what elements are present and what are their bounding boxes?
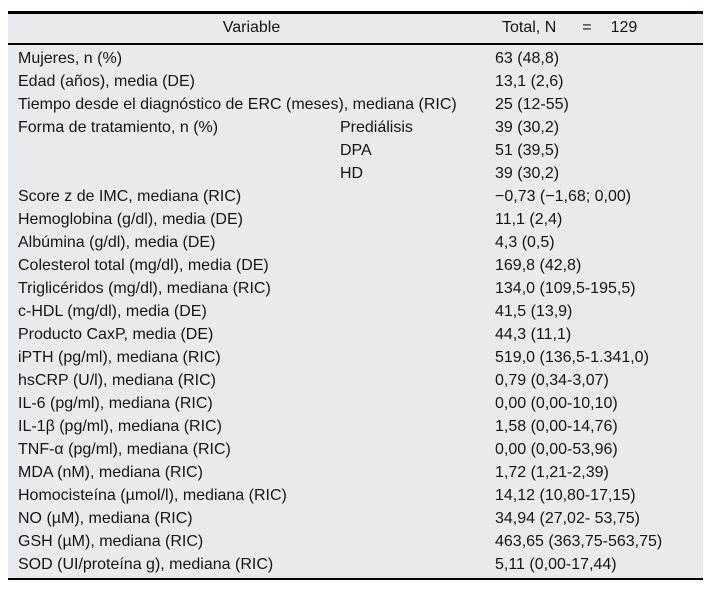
cell-variable: TNF-α (pg/ml), mediana (RIC) [18, 441, 231, 458]
table-row: Triglicéridos (mg/dl), mediana (RIC) 134,… [8, 277, 703, 300]
total-n-value: 129 [610, 19, 638, 36]
cell-value: 39 (30,2) [495, 165, 560, 182]
cell-variable: MDA (nM), mediana (RIC) [18, 464, 203, 481]
table-row: Colesterol total (mg/dl), media (DE) 169,… [8, 254, 703, 277]
cell-variable: Hemoglobina (g/dl), media (DE) [18, 211, 243, 228]
table-row: DPA 51 (39,5) [8, 139, 703, 162]
cell-variable: Edad (años), media (DE) [18, 73, 195, 90]
cell-variable: Tiempo desde el diagnóstico de ERC (mese… [18, 96, 457, 113]
clinical-characteristics-table: Variable Total, N = 129 Mujeres, n (%) 63… [8, 11, 703, 580]
table-row: IL-6 (pg/ml), mediana (RIC) 0,00 (0,00-10… [8, 392, 703, 415]
table-row: HD 39 (30,2) [8, 162, 703, 185]
table-row: TNF-α (pg/ml), mediana (RIC) 0,00 (0,00-5… [8, 438, 703, 461]
table-row: Edad (años), media (DE) 13,1 (2,6) [8, 70, 703, 93]
table-row: Homocisteína (µmol/l), mediana (RIC) 14,1… [8, 484, 703, 507]
cell-value: 5,11 (0,00-17,44) [495, 556, 617, 573]
cell-variable: Score z de IMC, mediana (RIC) [18, 188, 242, 205]
cell-value: 134,0 (109,5-195,5) [495, 280, 636, 297]
table-row: Producto CaxP, media (DE) 44,3 (11,1) [8, 323, 703, 346]
table-row: iPTH (pg/ml), mediana (RIC) 519,0 (136,5-… [8, 346, 703, 369]
cell-value: 13,1 (2,6) [495, 73, 564, 90]
cell-variable: Colesterol total (mg/dl), media (DE) [18, 257, 269, 274]
table-row: SOD (UI/proteína g), mediana (RIC) 5,11 (… [8, 553, 703, 576]
header-separator-rule [8, 42, 703, 45]
table-body: Mujeres, n (%) 63 (48,8) Edad (años), medi… [8, 45, 703, 578]
cell-variable: iPTH (pg/ml), mediana (RIC) [18, 349, 221, 366]
table-row: Tiempo desde el diagnóstico de ERC (mese… [8, 93, 703, 116]
equals-sign: = [582, 19, 592, 36]
cell-value: 1,58 (0,00-14,76) [495, 418, 618, 435]
cell-value: 25 (12-55) [495, 96, 569, 113]
cell-value: 463,65 (363,75-563,75) [495, 533, 663, 550]
cell-value: 39 (30,2) [495, 119, 560, 136]
cell-value: 14,12 (10,80-17,15) [495, 487, 636, 504]
total-label: Total, N [502, 19, 557, 36]
cell-treatment-subgroup: Prediálisis [340, 119, 413, 136]
cell-treatment-subgroup: HD [340, 165, 364, 182]
table-header-row: Variable Total, N = 129 [8, 13, 703, 43]
cell-value: 11,1 (2,4) [495, 211, 563, 228]
column-header-variable: Variable [222, 19, 281, 36]
cell-value: 51 (39,5) [495, 142, 560, 159]
cell-value: 1,72 (1,21-2,39) [495, 464, 609, 481]
cell-variable: Forma de tratamiento, n (%) [18, 119, 219, 136]
cell-value: 169,8 (42,8) [495, 257, 582, 274]
cell-variable: Producto CaxP, media (DE) [18, 326, 214, 343]
cell-variable: Homocisteína (µmol/l), mediana (RIC) [18, 487, 287, 504]
table-row: Albúmina (g/dl), media (DE) 4,3 (0,5) [8, 231, 703, 254]
table-row: Hemoglobina (g/dl), media (DE) 11,1 (2,4) [8, 208, 703, 231]
cell-variable: IL-6 (pg/ml), mediana (RIC) [18, 395, 213, 412]
cell-value: 0,00 (0,00-10,10) [495, 395, 618, 412]
cell-treatment-subgroup: DPA [340, 142, 372, 159]
cell-variable: Mujeres, n (%) [18, 50, 123, 67]
top-rule [8, 11, 703, 14]
column-header-total: Total, N = 129 [495, 19, 703, 37]
cell-value: 4,3 (0,5) [495, 234, 555, 251]
table-row: Mujeres, n (%) 63 (48,8) [8, 47, 703, 70]
cell-variable: Albúmina (g/dl), media (DE) [18, 234, 216, 251]
cell-variable: IL-1β (pg/ml), mediana (RIC) [18, 418, 222, 435]
cell-value: −0,73 (−1,68; 0,00) [495, 188, 632, 205]
table-row: hsCRP (U/l), mediana (RIC) 0,79 (0,34-3,0… [8, 369, 703, 392]
cell-variable: GSH (µM), mediana (RIC) [18, 533, 204, 550]
cell-variable: Triglicéridos (mg/dl), mediana (RIC) [18, 280, 271, 297]
table-row: GSH (µM), mediana (RIC) 463,65 (363,75-56… [8, 530, 703, 553]
table-row: Score z de IMC, mediana (RIC) −0,73 (−1,6… [8, 185, 703, 208]
cell-value: 44,3 (11,1) [495, 326, 572, 343]
cell-value: 0,00 (0,00-53,96) [495, 441, 618, 458]
cell-variable: SOD (UI/proteína g), mediana (RIC) [18, 556, 274, 573]
cell-variable: hsCRP (U/l), mediana (RIC) [18, 372, 216, 389]
table-row: Forma de tratamiento, n (%) Prediálisis 39… [8, 116, 703, 139]
bottom-rule [8, 578, 703, 580]
cell-value: 63 (48,8) [495, 50, 560, 67]
table-row: IL-1β (pg/ml), mediana (RIC) 1,58 (0,00-1… [8, 415, 703, 438]
cell-value: 519,0 (136,5-1.341,0) [495, 349, 649, 366]
cell-variable: c-HDL (mg/dl), media (DE) [18, 303, 207, 320]
cell-value: 34,94 (27,02- 53,75) [495, 510, 640, 527]
cell-value: 0,79 (0,34-3,07) [495, 372, 609, 389]
cell-variable: NO (µM), mediana (RIC) [18, 510, 193, 527]
table-row: NO (µM), mediana (RIC) 34,94 (27,02- 53,7… [8, 507, 703, 530]
table-row: MDA (nM), mediana (RIC) 1,72 (1,21-2,39) [8, 461, 703, 484]
table-row: c-HDL (mg/dl), media (DE) 41,5 (13,9) [8, 300, 703, 323]
cell-value: 41,5 (13,9) [495, 303, 573, 320]
